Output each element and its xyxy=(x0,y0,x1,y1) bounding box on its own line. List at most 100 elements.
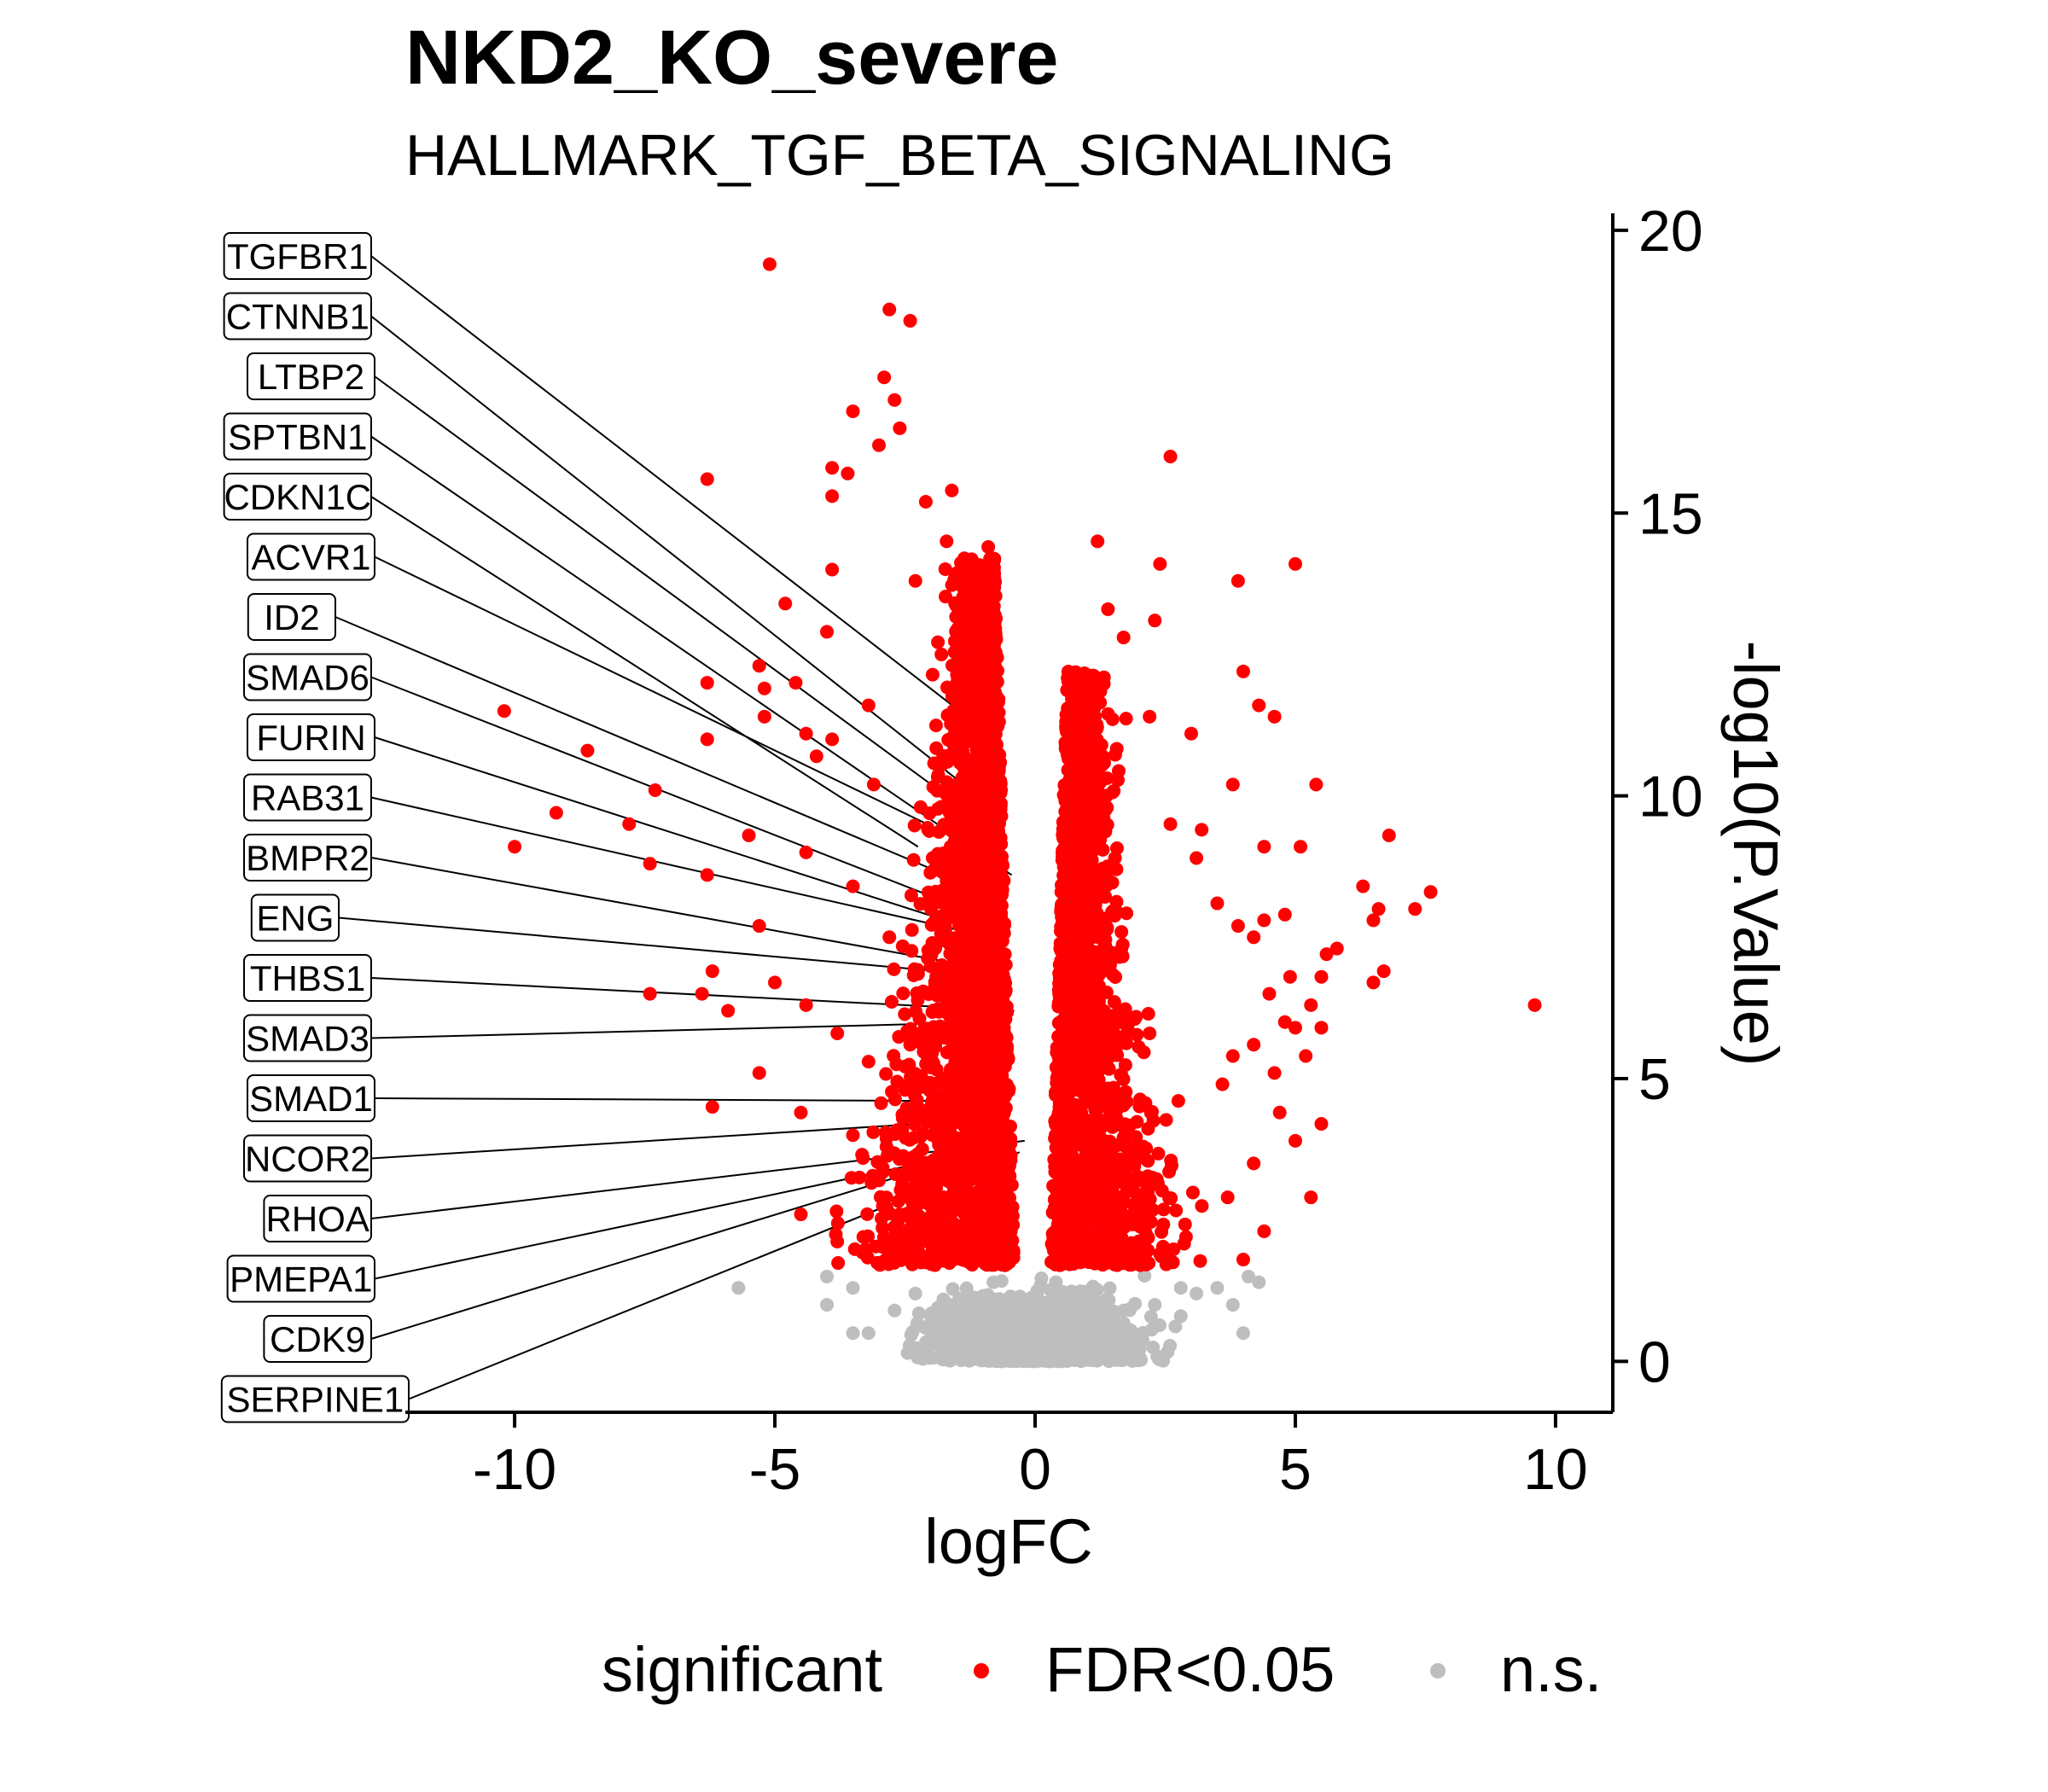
significant-point xyxy=(905,944,919,958)
ns-point xyxy=(941,1344,956,1359)
ns-point xyxy=(1173,1281,1188,1295)
significant-point xyxy=(896,986,911,1001)
ns-point xyxy=(1079,1348,1094,1363)
ns-point xyxy=(1077,1329,1091,1344)
gene-label-line xyxy=(370,977,1015,1012)
significant-point xyxy=(1109,862,1124,876)
ns-point xyxy=(1126,1343,1141,1358)
ns-point xyxy=(924,1331,939,1346)
significant-point xyxy=(922,987,936,1002)
significant-point xyxy=(1164,1191,1178,1206)
gene-label-line xyxy=(370,435,1013,876)
ns-point xyxy=(957,1312,972,1326)
significant-point xyxy=(1115,1119,1130,1133)
gene-label-connectors xyxy=(335,255,1025,1400)
significant-point xyxy=(884,995,899,1009)
ns-point xyxy=(1148,1298,1162,1312)
significant-point xyxy=(1114,1068,1128,1082)
significant-point xyxy=(1151,1146,1166,1161)
gene-label-line xyxy=(370,796,992,939)
ns-point xyxy=(917,1320,932,1335)
ns-point xyxy=(945,1329,960,1343)
significant-point xyxy=(1045,1205,1060,1219)
significant-point xyxy=(887,1049,901,1063)
ns-point xyxy=(955,1292,969,1306)
significant-point xyxy=(1119,1085,1133,1099)
significant-point xyxy=(866,1125,881,1139)
significant-point xyxy=(887,962,901,976)
ns-point xyxy=(986,1275,1001,1289)
ns-point xyxy=(1085,1279,1100,1294)
ns-point xyxy=(997,1309,1011,1324)
gene-label-line xyxy=(370,255,961,712)
ns-point xyxy=(1210,1281,1225,1295)
significant-point xyxy=(938,561,952,576)
gene-label-line xyxy=(370,1173,905,1340)
ns-point xyxy=(1039,1332,1054,1347)
ns-point xyxy=(969,1300,984,1315)
ns-point xyxy=(1087,1293,1102,1307)
ns-point xyxy=(922,1351,937,1365)
ns-point xyxy=(1054,1320,1068,1335)
significant-point xyxy=(928,719,943,733)
significant-point xyxy=(951,621,965,636)
ns-point xyxy=(992,1346,1006,1360)
ns-point xyxy=(1252,1275,1266,1289)
significant-point xyxy=(1107,995,1121,1009)
ns-point xyxy=(1153,1318,1167,1333)
significant-point xyxy=(879,1067,893,1081)
ns-point xyxy=(1082,1313,1097,1328)
ns-point xyxy=(846,1281,860,1295)
significant-point xyxy=(875,1211,889,1225)
ns-point xyxy=(1143,1310,1158,1324)
significant-point xyxy=(1115,937,1130,951)
significant-point xyxy=(907,818,922,833)
ns-point xyxy=(1013,1289,1027,1304)
ns-point xyxy=(1033,1277,1048,1292)
ns-point xyxy=(731,1281,746,1295)
ns-point xyxy=(1057,1305,1072,1319)
significant-point xyxy=(1097,677,1111,691)
ns-point xyxy=(934,1320,949,1335)
ns-point xyxy=(820,1269,835,1283)
significant-point xyxy=(927,756,941,771)
significant-point xyxy=(923,865,938,880)
significant-point xyxy=(888,1167,903,1181)
ns-point xyxy=(1236,1326,1250,1341)
significant-point xyxy=(904,888,918,903)
significant-point xyxy=(1185,1185,1200,1200)
significant-point xyxy=(1119,712,1133,726)
gene-label-line xyxy=(374,736,981,933)
significant-point xyxy=(945,1042,960,1056)
significant-point xyxy=(1156,1202,1171,1217)
chart-subtitle: HALLMARK_TGF_BETA_SIGNALING xyxy=(405,123,1394,188)
significant-point xyxy=(1142,1256,1156,1271)
significant-point xyxy=(1178,1217,1192,1231)
significant-point xyxy=(1155,1225,1169,1239)
ns-point xyxy=(1049,1275,1063,1289)
significant-point xyxy=(1128,1171,1143,1185)
ns-point xyxy=(992,1292,1007,1306)
gene-label-line xyxy=(335,616,974,887)
significant-point xyxy=(1139,1141,1154,1155)
significant-point xyxy=(911,993,925,1008)
ns-point xyxy=(1027,1354,1042,1369)
gene-label-line xyxy=(374,375,956,803)
ns-point xyxy=(861,1326,876,1341)
gene-label-line xyxy=(370,1021,997,1039)
ns-point xyxy=(1012,1343,1027,1358)
gene-label-line xyxy=(374,1162,922,1280)
significant-point xyxy=(957,1161,971,1176)
ns-point xyxy=(1152,1352,1167,1366)
ns-point xyxy=(1134,1353,1149,1367)
significant-point xyxy=(874,1096,888,1110)
ns-point xyxy=(911,1306,926,1321)
ns-point xyxy=(1242,1269,1256,1283)
significant-point xyxy=(931,635,945,649)
significant-point xyxy=(830,1216,845,1231)
significant-point xyxy=(1048,1114,1062,1128)
ns-point xyxy=(902,1338,916,1353)
significant-point xyxy=(1101,707,1115,721)
ns-point xyxy=(1113,1319,1127,1334)
